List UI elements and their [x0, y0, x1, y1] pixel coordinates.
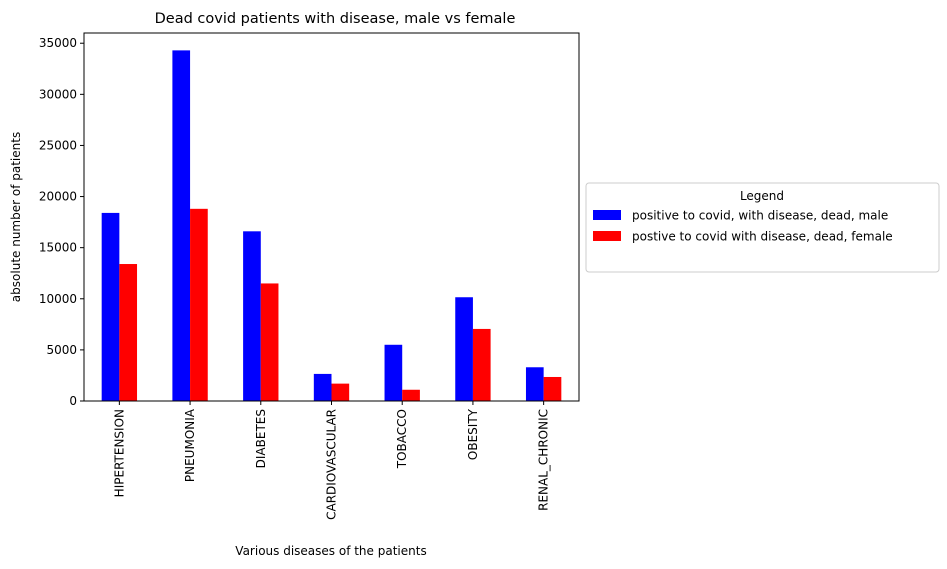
bar-male-renal-chronic — [525, 367, 544, 401]
y-tick-label: 0 — [69, 394, 77, 408]
bar-male-diabetes — [243, 231, 261, 401]
legend-label-male: positive to covid, with disease, dead, m… — [632, 209, 888, 223]
chart-title: Dead covid patients with disease, male v… — [155, 11, 516, 27]
legend-frame — [585, 182, 940, 273]
x-tick-label: OBESITY — [466, 408, 480, 460]
y-axis-label: absolute number of patients — [9, 132, 23, 302]
bar-female-diabetes — [260, 283, 279, 401]
bar-female-cardiovascular — [331, 383, 350, 401]
bar-female-hipertension — [119, 264, 138, 401]
bar-male-cardiovascular — [313, 373, 332, 401]
bar-female-pneumonia — [190, 208, 208, 401]
y-tick-label: 35000 — [39, 36, 77, 50]
x-tick-label: CARDIOVASCULAR — [325, 409, 339, 520]
bar-male-hipertension — [101, 212, 120, 401]
y-tick-label: 25000 — [39, 138, 77, 152]
x-axis-ticks: HIPERTENSION PNEUMONIA DIABETES CARDIOVASCU… — [112, 401, 551, 520]
legend-entries: positive to covid, with disease, dead, m… — [593, 209, 893, 244]
x-tick-label: DIABETES — [254, 409, 268, 468]
plot-area-frame — [83, 32, 580, 402]
legend: Legend positive to covid, with disease, … — [585, 182, 940, 273]
y-tick-label: 30000 — [39, 87, 77, 101]
bar-female-tobacco — [402, 389, 420, 401]
legend-swatch-female — [593, 231, 621, 241]
x-tick-label: TOBACCO — [395, 409, 409, 469]
legend-swatch-male — [593, 210, 621, 220]
x-tick-label: HIPERTENSION — [112, 409, 126, 497]
bar-female-renal-chronic — [543, 376, 562, 401]
y-tick-label: 10000 — [39, 292, 77, 306]
x-tick-label: PNEUMONIA — [183, 408, 197, 482]
bar-male-obesity — [455, 297, 473, 401]
x-axis-label: Various diseases of the patients — [235, 544, 426, 558]
bar-male-pneumonia — [172, 50, 191, 401]
y-axis-ticks: 0 5000 10000 15000 20000 25000 30000 35000 — [39, 36, 84, 408]
y-tick-label: 5000 — [46, 343, 77, 357]
bars — [101, 50, 562, 401]
legend-title: Legend — [740, 189, 784, 203]
y-tick-label: 20000 — [39, 190, 77, 204]
bar-male-tobacco — [384, 344, 403, 401]
legend-label-female: postive to covid with disease, dead, fem… — [632, 230, 893, 244]
x-tick-label: RENAL_CHRONIC — [537, 409, 551, 511]
bar-female-obesity — [472, 328, 491, 401]
y-tick-label: 15000 — [39, 241, 77, 255]
